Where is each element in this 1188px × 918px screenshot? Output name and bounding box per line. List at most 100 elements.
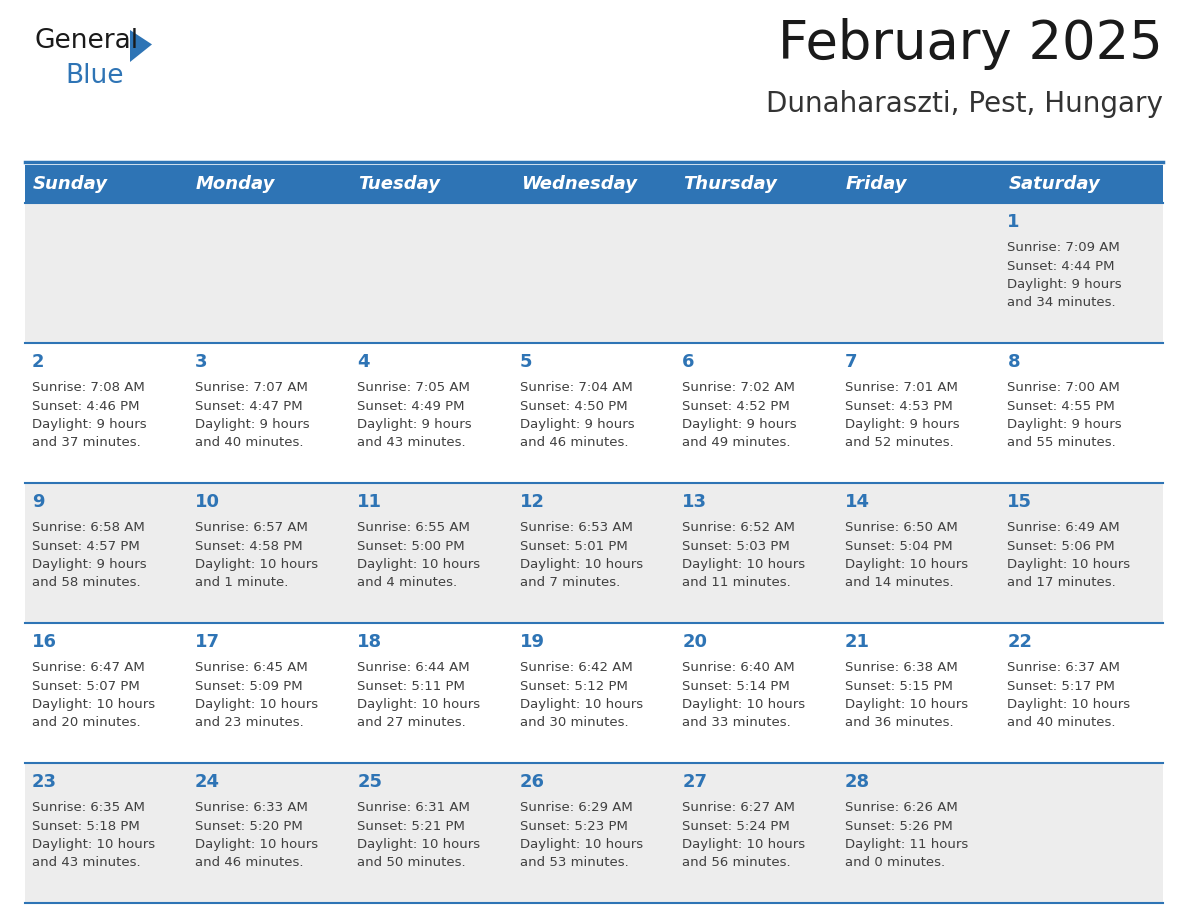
Text: and 49 minutes.: and 49 minutes. [682, 436, 791, 450]
Text: Sunrise: 6:35 AM: Sunrise: 6:35 AM [32, 801, 145, 814]
Bar [25, 763, 1163, 903]
Text: Daylight: 10 hours: Daylight: 10 hours [519, 698, 643, 711]
Text: 3: 3 [195, 353, 207, 371]
Text: Daylight: 9 hours: Daylight: 9 hours [519, 418, 634, 431]
Text: Sunrise: 6:37 AM: Sunrise: 6:37 AM [1007, 661, 1120, 674]
Text: 21: 21 [845, 633, 870, 651]
Text: and 4 minutes.: and 4 minutes. [358, 577, 457, 589]
Text: Daylight: 10 hours: Daylight: 10 hours [195, 698, 317, 711]
Text: 2: 2 [32, 353, 44, 371]
Text: Daylight: 9 hours: Daylight: 9 hours [32, 558, 146, 571]
Text: Daylight: 10 hours: Daylight: 10 hours [682, 838, 805, 851]
Text: and 36 minutes.: and 36 minutes. [845, 717, 954, 730]
Text: Sunrise: 6:53 AM: Sunrise: 6:53 AM [519, 521, 632, 534]
Text: Daylight: 9 hours: Daylight: 9 hours [358, 418, 472, 431]
Text: and 43 minutes.: and 43 minutes. [358, 436, 466, 450]
Text: and 50 minutes.: and 50 minutes. [358, 856, 466, 869]
Text: and 56 minutes.: and 56 minutes. [682, 856, 791, 869]
Text: Sunset: 4:53 PM: Sunset: 4:53 PM [845, 399, 953, 412]
Text: Daylight: 10 hours: Daylight: 10 hours [32, 838, 156, 851]
Text: Sunset: 4:57 PM: Sunset: 4:57 PM [32, 540, 140, 553]
Text: Sunset: 4:55 PM: Sunset: 4:55 PM [1007, 399, 1116, 412]
Text: 6: 6 [682, 353, 695, 371]
Text: Sunrise: 7:07 AM: Sunrise: 7:07 AM [195, 381, 308, 394]
Text: Sunset: 5:03 PM: Sunset: 5:03 PM [682, 540, 790, 553]
Text: Sunset: 5:06 PM: Sunset: 5:06 PM [1007, 540, 1116, 553]
Text: Sunrise: 6:31 AM: Sunrise: 6:31 AM [358, 801, 470, 814]
Text: Daylight: 9 hours: Daylight: 9 hours [1007, 278, 1121, 291]
Text: Daylight: 9 hours: Daylight: 9 hours [682, 418, 797, 431]
Text: Daylight: 10 hours: Daylight: 10 hours [358, 698, 480, 711]
Bar [1000, 165, 1163, 203]
Text: Sunset: 5:17 PM: Sunset: 5:17 PM [1007, 679, 1116, 692]
Text: 5: 5 [519, 353, 532, 371]
Bar [25, 483, 1163, 623]
Text: Sunrise: 7:01 AM: Sunrise: 7:01 AM [845, 381, 958, 394]
Text: Daylight: 10 hours: Daylight: 10 hours [1007, 698, 1131, 711]
Text: 10: 10 [195, 493, 220, 511]
Text: and 33 minutes.: and 33 minutes. [682, 717, 791, 730]
Text: Daylight: 10 hours: Daylight: 10 hours [1007, 558, 1131, 571]
Text: 27: 27 [682, 773, 707, 791]
Bar [188, 165, 350, 203]
Text: Sunrise: 6:52 AM: Sunrise: 6:52 AM [682, 521, 795, 534]
Text: Daylight: 9 hours: Daylight: 9 hours [1007, 418, 1121, 431]
Bar [25, 203, 1163, 343]
Bar [25, 343, 1163, 483]
Text: 15: 15 [1007, 493, 1032, 511]
Text: and 43 minutes.: and 43 minutes. [32, 856, 140, 869]
Text: and 53 minutes.: and 53 minutes. [519, 856, 628, 869]
Text: Sunrise: 6:45 AM: Sunrise: 6:45 AM [195, 661, 308, 674]
Text: Saturday: Saturday [1009, 175, 1100, 193]
Text: and 58 minutes.: and 58 minutes. [32, 577, 140, 589]
Text: Sunrise: 6:38 AM: Sunrise: 6:38 AM [845, 661, 958, 674]
Text: 22: 22 [1007, 633, 1032, 651]
Text: 18: 18 [358, 633, 383, 651]
Bar [350, 165, 513, 203]
Text: Sunset: 5:14 PM: Sunset: 5:14 PM [682, 679, 790, 692]
Text: and 17 minutes.: and 17 minutes. [1007, 577, 1117, 589]
Text: Sunrise: 6:57 AM: Sunrise: 6:57 AM [195, 521, 308, 534]
Text: and 34 minutes.: and 34 minutes. [1007, 297, 1116, 309]
Text: Daylight: 10 hours: Daylight: 10 hours [845, 558, 968, 571]
Text: Sunrise: 6:40 AM: Sunrise: 6:40 AM [682, 661, 795, 674]
Text: Sunrise: 6:58 AM: Sunrise: 6:58 AM [32, 521, 145, 534]
Bar [25, 165, 188, 203]
Text: Sunset: 5:23 PM: Sunset: 5:23 PM [519, 820, 627, 833]
Text: Sunrise: 6:44 AM: Sunrise: 6:44 AM [358, 661, 469, 674]
Text: Daylight: 10 hours: Daylight: 10 hours [845, 698, 968, 711]
Bar [513, 165, 675, 203]
Text: 11: 11 [358, 493, 383, 511]
Text: 13: 13 [682, 493, 707, 511]
Text: 19: 19 [519, 633, 545, 651]
Text: and 40 minutes.: and 40 minutes. [1007, 717, 1116, 730]
Text: Daylight: 10 hours: Daylight: 10 hours [682, 698, 805, 711]
Text: Daylight: 11 hours: Daylight: 11 hours [845, 838, 968, 851]
Text: Daylight: 10 hours: Daylight: 10 hours [682, 558, 805, 571]
Text: Sunset: 5:26 PM: Sunset: 5:26 PM [845, 820, 953, 833]
Text: and 23 minutes.: and 23 minutes. [195, 717, 303, 730]
Text: Sunrise: 6:55 AM: Sunrise: 6:55 AM [358, 521, 470, 534]
Text: Sunset: 4:47 PM: Sunset: 4:47 PM [195, 399, 302, 412]
Bar [675, 165, 838, 203]
Text: Sunday: Sunday [33, 175, 108, 193]
Text: 12: 12 [519, 493, 545, 511]
Text: and 1 minute.: and 1 minute. [195, 577, 287, 589]
Text: Sunset: 4:58 PM: Sunset: 4:58 PM [195, 540, 302, 553]
Text: 16: 16 [32, 633, 57, 651]
Text: Sunset: 4:52 PM: Sunset: 4:52 PM [682, 399, 790, 412]
Text: Sunrise: 6:50 AM: Sunrise: 6:50 AM [845, 521, 958, 534]
Text: and 7 minutes.: and 7 minutes. [519, 577, 620, 589]
Text: and 37 minutes.: and 37 minutes. [32, 436, 140, 450]
Text: Blue: Blue [65, 63, 124, 89]
Text: 8: 8 [1007, 353, 1020, 371]
Text: Sunrise: 7:00 AM: Sunrise: 7:00 AM [1007, 381, 1120, 394]
Text: and 55 minutes.: and 55 minutes. [1007, 436, 1117, 450]
Text: and 40 minutes.: and 40 minutes. [195, 436, 303, 450]
Text: Dunaharaszti, Pest, Hungary: Dunaharaszti, Pest, Hungary [766, 90, 1163, 118]
Text: 23: 23 [32, 773, 57, 791]
Text: Sunrise: 6:27 AM: Sunrise: 6:27 AM [682, 801, 795, 814]
Text: Friday: Friday [846, 175, 908, 193]
Text: Thursday: Thursday [683, 175, 777, 193]
Text: Daylight: 10 hours: Daylight: 10 hours [519, 558, 643, 571]
